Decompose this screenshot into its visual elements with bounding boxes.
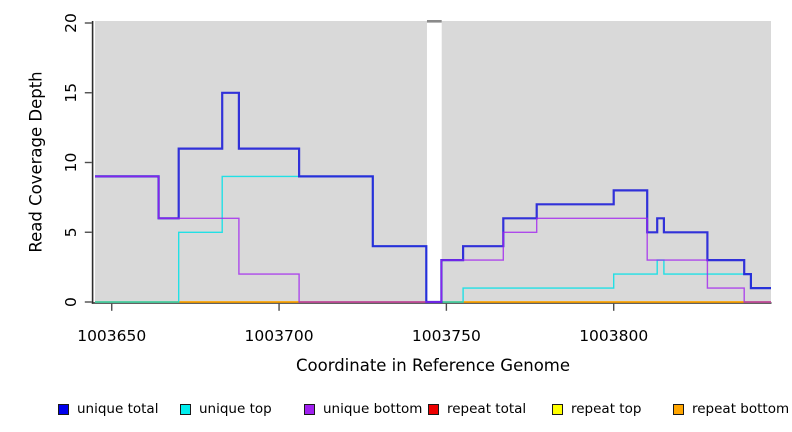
x-tick-label: 1003800 [579,327,648,345]
legend-label: unique top [199,401,272,417]
coverage-gap-top-dash [426,20,442,23]
series-unique-bottom [95,175,771,303]
y-tick-label: 10 [62,153,80,173]
legend-swatch-unique-total [58,403,69,415]
coverage-chart: 1003650 1003700 1003750 1003800 0 5 10 15 20 [62,13,772,345]
legend-swatch-repeat-bottom [673,403,684,415]
y-tick-label: 20 [62,13,80,33]
series-unique-total [95,91,771,304]
x-tick-label: 1003700 [245,327,314,345]
y-tick-label: 5 [62,227,80,237]
series-unique-top [95,175,771,303]
legend-swatch-unique-top [180,403,191,415]
legend-item-unique-top: unique top [180,401,272,417]
y-tick-label: 0 [62,297,80,307]
legend-swatch-repeat-total [428,403,439,415]
y-tick-label: 15 [62,83,80,103]
x-tick-label: 1003750 [412,327,481,345]
legend-item-unique-bottom: unique bottom [304,401,423,417]
legend-item-repeat-total: repeat total [428,401,527,417]
x-tick-label: 1003650 [77,327,146,345]
legend-item-unique-total: unique total [58,401,159,417]
legend-swatch-unique-bottom [304,403,315,415]
legend-item-repeat-top: repeat top [552,401,642,417]
legend-swatch-repeat-top [552,403,563,415]
legend-label: unique total [77,401,159,417]
x-axis-title: Coordinate in Reference Genome [295,356,571,375]
legend-label: repeat total [447,401,527,417]
y-axis-title: Read Coverage Depth [26,71,46,253]
coverage-gap-band [426,20,442,303]
legend-item-repeat-bottom: repeat bottom [673,401,790,417]
legend-label: unique bottom [323,401,423,417]
legend-label: repeat top [571,401,642,417]
legend-label: repeat bottom [692,401,790,417]
